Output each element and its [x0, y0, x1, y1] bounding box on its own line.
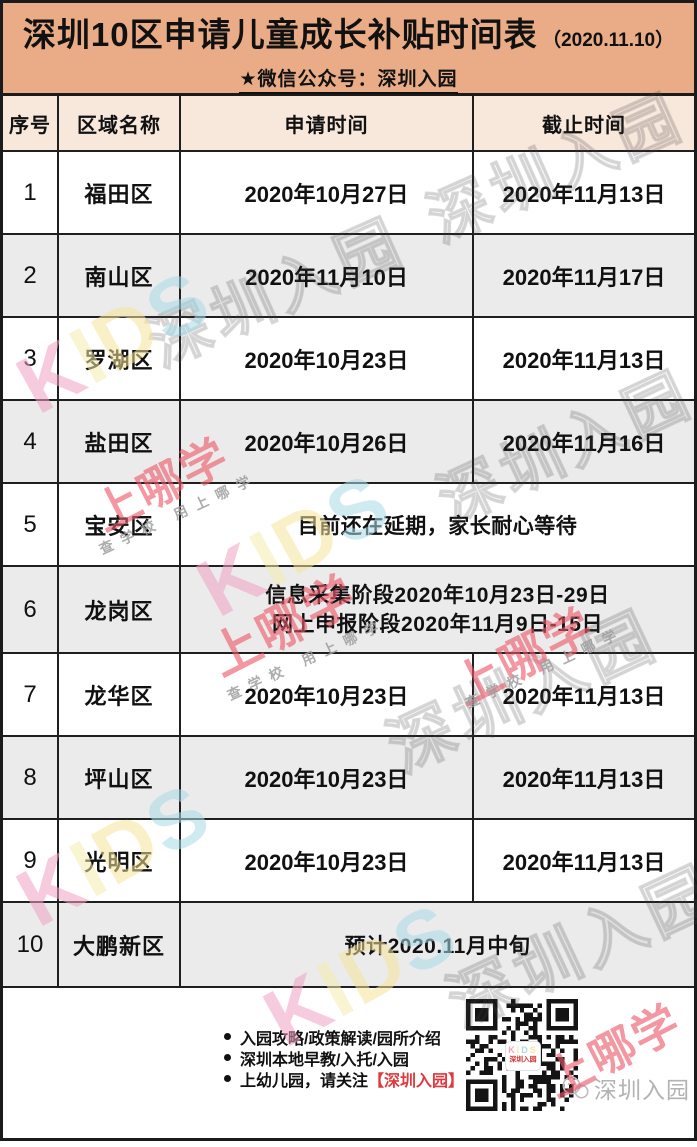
table-row: 1 福田区 2020年10月27日 2020年11月13日	[3, 150, 694, 235]
wechat-watermark-text: 深圳入园	[594, 1077, 690, 1103]
merged-info-cell: 预计2020.11月中旬	[179, 901, 694, 988]
district-cell: 南山区	[57, 233, 181, 318]
merged-info-cell: 目前还在延期，家长耐心等待	[179, 482, 694, 567]
row-number-cell: 7	[3, 652, 59, 737]
merged-info-cell: 信息采集阶段2020年10月23日-29日 网上申报阶段2020年11月9日-1…	[179, 565, 694, 654]
list-item: 深圳本地早教/入托/入园	[224, 1047, 464, 1069]
district-cell: 坪山区	[57, 735, 181, 820]
row-number-cell: 10	[3, 901, 59, 988]
apply-time-cell: 2020年11月10日	[179, 233, 474, 318]
table-row: 9 光明区 2020年10月23日 2020年11月13日	[3, 818, 694, 903]
apply-time-cell: 2020年10月26日	[179, 399, 474, 484]
row-number-cell: 9	[3, 818, 59, 903]
district-cell: 龙华区	[57, 652, 181, 737]
bullet-dot-icon	[224, 1054, 231, 1061]
table-row: 7 龙华区 2020年10月23日 2020年11月13日	[3, 652, 694, 737]
table-row: 2 南山区 2020年11月10日 2020年11月17日	[3, 233, 694, 318]
apply-time-cell: 2020年10月23日	[179, 316, 474, 401]
bullet-text: 入园攻略/政策解读/园所介绍	[240, 1030, 441, 1048]
list-item: 入园攻略/政策解读/园所介绍	[224, 1026, 464, 1048]
wechat-watermark: 深圳入园	[561, 1071, 690, 1105]
deadline-cell: 2020年11月13日	[472, 735, 694, 820]
row-number-cell: 8	[3, 735, 59, 820]
row-number-cell: 1	[3, 150, 59, 235]
deadline-cell: 2020年11月13日	[472, 652, 694, 737]
brand-highlight-text: 【深圳入园】	[368, 1072, 465, 1090]
banner: 深圳10区申请儿童成长补贴时间表 （2020.11.10） ★微信公众号：深圳入…	[3, 3, 694, 96]
row-number-cell: 5	[3, 482, 59, 567]
col-header-index: 序号	[3, 96, 59, 152]
district-cell: 罗湖区	[57, 316, 181, 401]
subsidy-schedule-table: 序号 区域名称 申请时间 截止时间 1 福田区 2020年10月27日 2020…	[3, 96, 694, 988]
bullet-dot-icon	[224, 1075, 231, 1082]
apply-time-cell: 2020年10月27日	[179, 150, 474, 235]
col-header-apply-time: 申请时间	[179, 96, 474, 152]
apply-time-cell: 2020年10月23日	[179, 735, 474, 820]
deadline-cell: 2020年11月17日	[472, 233, 694, 318]
district-cell: 福田区	[57, 150, 181, 235]
district-cell: 光明区	[57, 818, 181, 903]
district-cell: 宝安区	[57, 482, 181, 567]
row-number-cell: 2	[3, 233, 59, 318]
table-row: 4 盐田区 2020年10月26日 2020年11月16日	[3, 399, 694, 484]
district-cell: 龙岗区	[57, 565, 181, 654]
info-line: 网上申报阶段2020年11月9日-15日	[272, 612, 603, 636]
col-header-deadline: 截止时间	[472, 96, 694, 152]
wechat-icon	[562, 1076, 589, 1099]
row-number-cell: 6	[3, 565, 59, 654]
table-row: 5 宝安区 目前还在延期，家长耐心等待	[3, 482, 694, 567]
footer: 入园攻略/政策解读/园所介绍 深圳本地早教/入托/入园 上幼儿园，请关注 【深圳…	[3, 988, 694, 1113]
bullet-text: 上幼儿园，请关注	[240, 1072, 369, 1090]
deadline-cell: 2020年11月13日	[472, 150, 694, 235]
bullet-text: 深圳本地早教/入托/入园	[240, 1051, 409, 1069]
district-cell: 大鹏新区	[57, 901, 181, 988]
wechat-account-subtitle: ★微信公众号：深圳入园	[239, 64, 458, 94]
info-line: 信息采集阶段2020年10月23日-29日	[265, 583, 610, 607]
list-item: 上幼儿园，请关注 【深圳入园】	[224, 1068, 465, 1090]
table-header-row: 序号 区域名称 申请时间 截止时间	[3, 96, 694, 152]
deadline-cell: 2020年11月13日	[472, 316, 694, 401]
bullet-dot-icon	[224, 1033, 231, 1040]
qr-code: KIDS 深圳入园	[466, 999, 578, 1111]
row-number-cell: 3	[3, 316, 59, 401]
apply-time-cell: 2020年10月23日	[179, 818, 474, 903]
row-number-cell: 4	[3, 399, 59, 484]
table-row: 8 坪山区 2020年10月23日 2020年11月13日	[3, 735, 694, 820]
table-row: 3 罗湖区 2020年10月23日 2020年11月13日	[3, 316, 694, 401]
col-header-district: 区域名称	[57, 96, 181, 152]
qr-logo-name: 深圳入园	[509, 1055, 537, 1064]
deadline-cell: 2020年11月16日	[472, 399, 694, 484]
table-row: 10 大鹏新区 预计2020.11月中旬	[3, 901, 694, 988]
footer-bullet-list: 入园攻略/政策解读/园所介绍 深圳本地早教/入托/入园 上幼儿园，请关注 【深圳…	[224, 1026, 465, 1090]
page-title-text: 深圳10区申请儿童成长补贴时间表	[22, 16, 538, 53]
district-cell: 盐田区	[57, 399, 181, 484]
table-row: 6 龙岗区 信息采集阶段2020年10月23日-29日 网上申报阶段2020年1…	[3, 565, 694, 654]
qr-logo-kids: KIDS	[508, 1045, 538, 1055]
page-title: 深圳10区申请儿童成长补贴时间表 （2020.11.10）	[3, 16, 694, 61]
qr-center-logo: KIDS 深圳入园	[505, 1041, 541, 1071]
deadline-cell: 2020年11月13日	[472, 818, 694, 903]
apply-time-cell: 2020年10月23日	[179, 652, 474, 737]
page-title-date: （2020.11.10）	[542, 30, 675, 51]
